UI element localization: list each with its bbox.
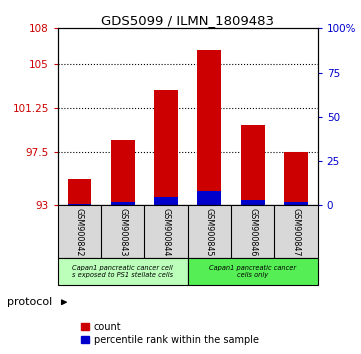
Bar [188, 258, 318, 285]
Text: Capan1 pancreatic cancer cell
s exposed to PS1 stellate cells: Capan1 pancreatic cancer cell s exposed … [72, 265, 173, 278]
Bar [284, 202, 308, 205]
Bar [241, 125, 265, 205]
Bar [58, 258, 188, 285]
Text: GSM900842: GSM900842 [75, 207, 84, 256]
Text: GSM900843: GSM900843 [118, 208, 127, 256]
Bar [154, 90, 178, 205]
Bar [111, 202, 135, 205]
Text: protocol: protocol [7, 297, 52, 307]
Bar [154, 197, 178, 205]
Bar [197, 50, 221, 205]
Bar [68, 204, 91, 205]
Bar [197, 191, 221, 205]
Legend: count, percentile rank within the sample: count, percentile rank within the sample [77, 318, 262, 349]
Bar [241, 200, 265, 205]
Title: GDS5099 / ILMN_1809483: GDS5099 / ILMN_1809483 [101, 14, 274, 27]
Text: GSM900845: GSM900845 [205, 207, 214, 256]
Text: GSM900847: GSM900847 [292, 207, 300, 256]
Text: Capan1 pancreatic cancer
cells only: Capan1 pancreatic cancer cells only [209, 265, 296, 278]
Bar [284, 152, 308, 205]
Bar [68, 179, 91, 205]
Text: GSM900844: GSM900844 [162, 208, 170, 256]
Bar [111, 141, 135, 205]
Text: GSM900846: GSM900846 [248, 208, 257, 256]
